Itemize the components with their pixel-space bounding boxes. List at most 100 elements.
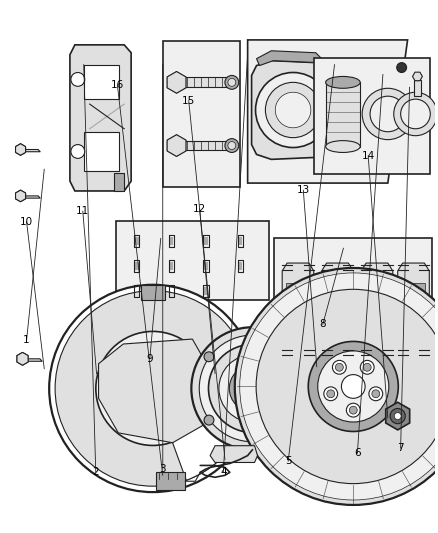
Polygon shape [21,196,25,201]
Circle shape [327,390,335,398]
Bar [413,80,421,96]
Circle shape [191,327,314,450]
Bar [238,262,242,270]
Polygon shape [282,263,314,357]
Text: 11: 11 [76,206,89,216]
Polygon shape [177,135,186,146]
Polygon shape [167,83,177,93]
Polygon shape [20,359,42,361]
Circle shape [255,72,331,148]
Circle shape [397,62,406,72]
Polygon shape [413,72,422,80]
Circle shape [308,342,398,432]
Circle shape [332,360,346,374]
Polygon shape [17,356,22,362]
Circle shape [346,403,360,417]
Text: 12: 12 [193,204,206,214]
Circle shape [228,142,236,149]
Polygon shape [18,149,40,152]
Polygon shape [17,352,28,365]
Polygon shape [21,193,25,199]
Circle shape [401,99,430,129]
Circle shape [219,355,286,422]
Polygon shape [177,77,186,88]
Bar [169,262,173,270]
Polygon shape [251,61,328,159]
Circle shape [235,268,438,505]
Text: 10: 10 [20,217,33,227]
Polygon shape [21,147,25,152]
Wedge shape [153,355,251,480]
Bar [134,262,138,270]
Polygon shape [22,359,28,365]
Polygon shape [177,140,186,151]
Circle shape [225,76,239,89]
Circle shape [360,360,374,374]
Bar [134,237,138,245]
Circle shape [240,273,438,500]
Text: 4: 4 [220,467,226,477]
Text: 7: 7 [397,443,404,453]
Polygon shape [247,40,408,183]
Polygon shape [210,446,258,463]
Bar [117,221,269,300]
Polygon shape [167,71,177,83]
Polygon shape [167,146,177,156]
Circle shape [225,139,239,152]
Text: 3: 3 [159,464,166,474]
Circle shape [256,289,438,483]
Polygon shape [177,83,186,93]
Bar [314,58,430,174]
Polygon shape [22,356,28,362]
Polygon shape [17,352,22,359]
Text: 16: 16 [111,80,124,90]
Polygon shape [15,193,21,199]
Polygon shape [17,359,22,365]
Polygon shape [15,149,21,155]
Circle shape [301,384,311,393]
Circle shape [228,78,236,86]
Bar [134,287,138,295]
Polygon shape [21,144,25,149]
Circle shape [369,387,383,401]
Bar [163,41,240,187]
Circle shape [318,351,389,422]
Circle shape [71,72,85,86]
Text: 6: 6 [354,448,361,458]
Bar [156,472,185,490]
Bar [169,237,173,245]
Polygon shape [84,64,119,99]
Polygon shape [361,263,393,357]
Polygon shape [321,263,353,357]
Circle shape [342,375,365,398]
Polygon shape [167,135,177,146]
Circle shape [204,415,214,425]
Bar [365,283,389,325]
Text: 2: 2 [92,467,99,477]
Circle shape [204,352,214,362]
Circle shape [362,88,413,140]
Bar [180,77,228,87]
Polygon shape [386,402,410,430]
Circle shape [324,387,338,401]
Polygon shape [84,132,119,171]
Text: 5: 5 [285,456,292,466]
Circle shape [265,83,321,138]
Polygon shape [177,71,186,83]
Polygon shape [177,146,186,156]
Polygon shape [15,196,21,201]
Polygon shape [167,135,186,156]
Circle shape [372,390,380,398]
Circle shape [96,332,210,446]
Polygon shape [141,285,165,300]
Circle shape [363,364,371,372]
Circle shape [208,344,297,432]
Circle shape [71,144,85,158]
Circle shape [49,285,257,492]
Text: 9: 9 [146,353,153,364]
Polygon shape [18,196,40,198]
Text: 13: 13 [297,185,310,195]
Circle shape [390,408,405,424]
Polygon shape [167,71,186,93]
Polygon shape [257,51,325,72]
